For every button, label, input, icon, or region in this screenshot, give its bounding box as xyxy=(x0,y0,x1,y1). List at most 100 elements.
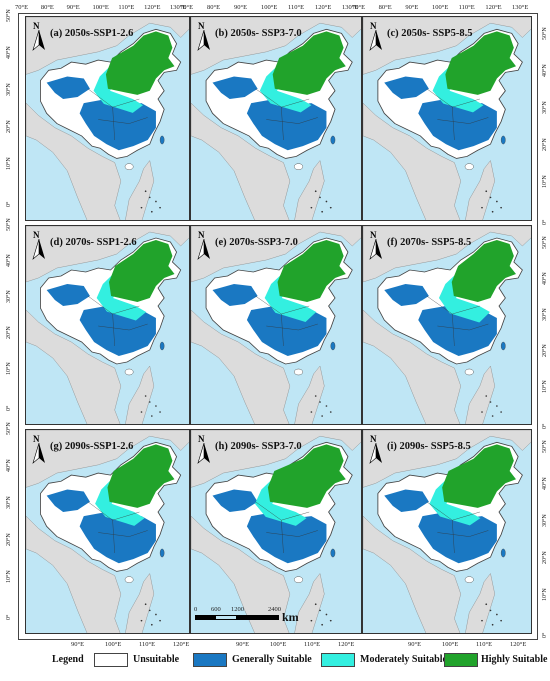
panel-title: (g) 2090s-SSP1-2.6 xyxy=(50,441,134,452)
left-lat-tick: 30°N xyxy=(6,83,12,96)
hainan xyxy=(464,368,474,376)
top-lon-tick: 130°E xyxy=(512,4,529,11)
top-lon-tick: 110°E xyxy=(118,4,135,11)
taiwan xyxy=(330,341,336,351)
taiwan xyxy=(159,548,165,558)
neighbouring-land xyxy=(26,17,189,220)
island-dot xyxy=(150,210,153,213)
map-svg xyxy=(26,226,189,424)
island-dot xyxy=(321,415,324,417)
bottom-lon-tick: 120°E xyxy=(510,641,527,648)
island-dot xyxy=(140,619,143,622)
highly-suitable-area xyxy=(442,444,516,508)
north-label: N xyxy=(33,21,40,31)
map-panel: (a) 2050s-SSP1-2.6 N xyxy=(25,16,190,221)
generally-suitable-area xyxy=(384,284,497,356)
right-lat-tick: 20°N xyxy=(542,138,548,151)
bottom-lon-tick: 100°E xyxy=(442,641,459,648)
scale-tick: 600 xyxy=(211,606,221,613)
left-lat-tick: 20°N xyxy=(6,120,12,133)
hainan xyxy=(464,576,474,583)
map-svg xyxy=(363,430,531,633)
legend-swatch-generally-suitable xyxy=(193,653,227,667)
moderately-suitable-area xyxy=(438,274,490,323)
bottom-lon-tick: 90°E xyxy=(71,641,85,648)
bottom-lon-tick: 110°E xyxy=(476,641,493,648)
left-lat-tick: 40°N xyxy=(6,459,12,472)
right-lat-tick: 50°N xyxy=(542,440,548,453)
top-lon-tick: 80°E xyxy=(378,4,392,11)
highly-suitable-area xyxy=(105,31,175,95)
left-lat-tick: 0° xyxy=(6,405,12,411)
taiwan xyxy=(500,341,506,351)
map-panel: (h) 2090s- SSP3-7.0 N xyxy=(190,429,362,634)
scale-unit: km xyxy=(282,610,299,624)
island-dot xyxy=(159,206,161,209)
island-dot xyxy=(500,206,502,209)
island-dot xyxy=(314,603,317,606)
island-dot xyxy=(319,196,321,199)
legend: Legend Unsuitable Generally Suitable Mod… xyxy=(0,648,550,672)
right-lat-tick: 30°N xyxy=(542,514,548,527)
top-lon-tick: 90°E xyxy=(405,4,419,11)
hainan xyxy=(464,163,474,170)
panel-title: (i) 2090s- SSP5-8.5 xyxy=(387,441,471,452)
generally-suitable-area xyxy=(46,284,156,356)
island-dot xyxy=(496,200,498,203)
island-dot xyxy=(481,619,483,622)
left-lat-tick: 30°N xyxy=(6,496,12,509)
top-lon-tick: 120°E xyxy=(315,4,332,11)
island-dot xyxy=(148,196,151,199)
north-label: N xyxy=(370,230,377,240)
highly-suitable-area xyxy=(272,31,346,95)
right-lat-tick: 0° xyxy=(542,632,548,638)
right-lat-tick: 30°N xyxy=(542,308,548,321)
neighbouring-land xyxy=(363,226,531,424)
moderately-suitable-area xyxy=(96,274,147,321)
map-panel: (d) 2070s- SSP1-2.6 N xyxy=(25,225,190,425)
taiwan xyxy=(330,135,336,145)
scale-tick: 2400 xyxy=(268,606,281,613)
map-svg xyxy=(26,430,189,633)
highly-suitable-area xyxy=(445,31,516,95)
north-arrow-icon: N xyxy=(196,21,212,51)
island-dot xyxy=(155,613,157,616)
top-lon-tick: 100°E xyxy=(92,4,109,11)
map-panel: (e) 2070s-SSP3-7.0 N xyxy=(190,225,362,425)
bottom-lon-tick: 90°E xyxy=(408,641,422,648)
moderately-suitable-area xyxy=(254,479,307,526)
island-dot xyxy=(150,415,153,417)
top-lon-tick: 100°E xyxy=(261,4,278,11)
panel-title: (b) 2050s- SSP3-7.0 xyxy=(215,28,302,39)
province-lines xyxy=(426,501,489,554)
island-dot xyxy=(491,623,494,626)
right-lat-tick: 50°N xyxy=(542,27,548,40)
map-svg xyxy=(191,430,361,633)
island-dot xyxy=(321,623,324,626)
taiwan xyxy=(500,135,506,145)
highly-suitable-area xyxy=(107,444,175,508)
island-dot xyxy=(489,401,492,403)
north-label: N xyxy=(198,434,205,444)
province-lines xyxy=(87,501,148,554)
neighbouring-land xyxy=(363,430,531,633)
moderately-suitable-area xyxy=(429,479,481,526)
top-lon-tick: 110°E xyxy=(288,4,305,11)
map-svg xyxy=(26,17,189,220)
island-dot xyxy=(155,200,157,203)
generally-suitable-area xyxy=(212,489,327,564)
left-lat-tick: 0° xyxy=(6,201,12,207)
bottom-lon-tick: 90°E xyxy=(236,641,250,648)
legend-swatch-highly-suitable xyxy=(444,653,478,667)
neighbouring-land xyxy=(191,430,361,633)
island-dot xyxy=(144,603,147,606)
island-dot xyxy=(325,405,328,407)
map-panel: (c) 2050s- SSP5-8.5 N xyxy=(362,16,532,221)
right-lat-tick: 20°N xyxy=(542,344,548,357)
island-dot xyxy=(321,210,324,213)
left-lat-tick: 30°N xyxy=(6,290,12,303)
island-dot xyxy=(485,395,488,397)
taiwan xyxy=(330,548,336,558)
province-lines xyxy=(255,501,318,554)
moderately-suitable-area xyxy=(264,274,317,322)
